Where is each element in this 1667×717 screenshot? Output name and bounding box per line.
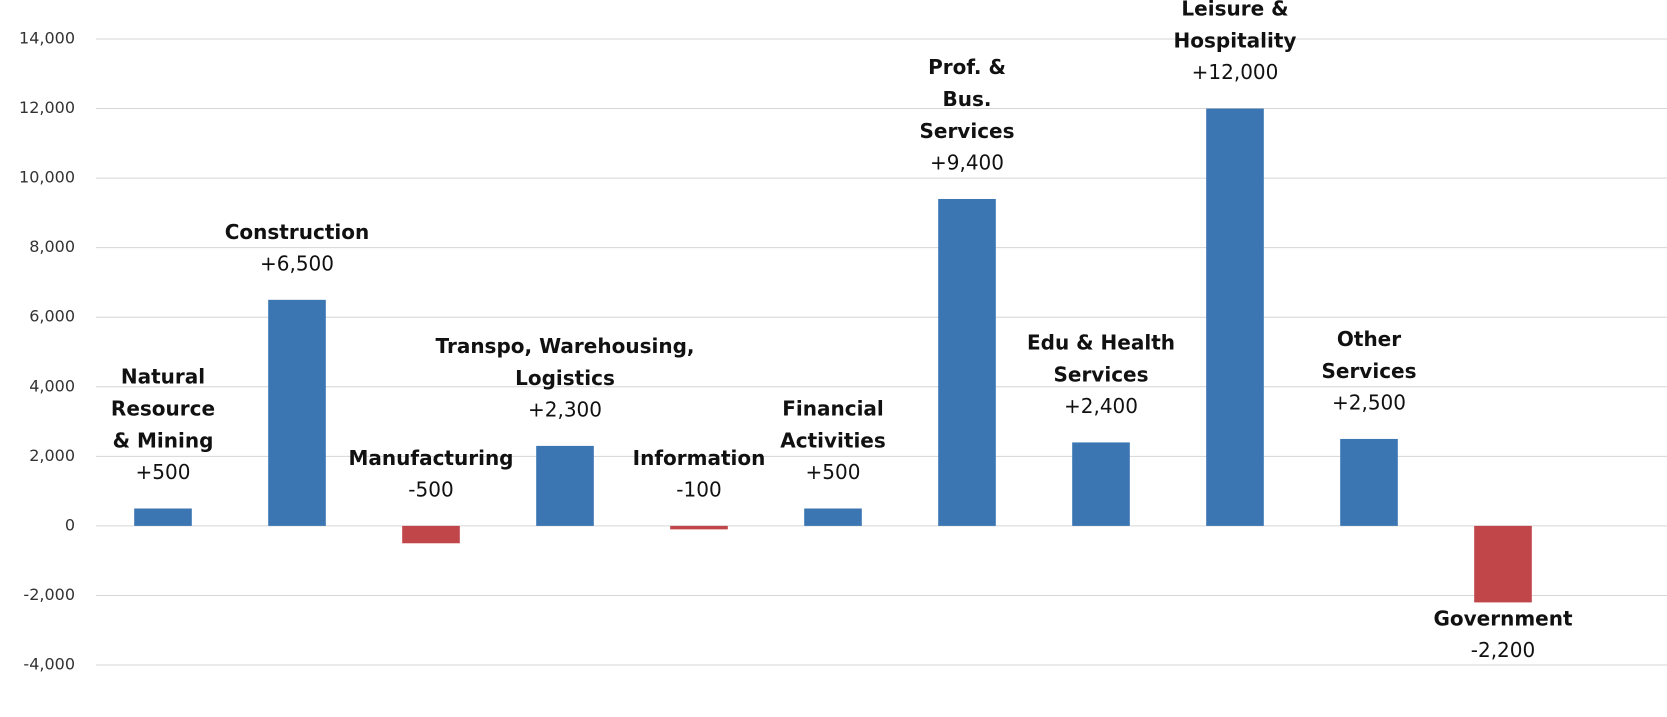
value-label: -100 bbox=[676, 477, 721, 501]
bar bbox=[536, 445, 594, 526]
bar bbox=[938, 198, 996, 526]
bar bbox=[1206, 108, 1264, 526]
y-tick-label: 0 bbox=[65, 515, 75, 534]
category-label: Prof. & Bus. Services bbox=[919, 54, 1014, 142]
category-label: Financial Activities bbox=[780, 396, 886, 452]
bar bbox=[1072, 442, 1130, 526]
value-label: +2,500 bbox=[1332, 390, 1406, 414]
category-label: Leisure & Hospitality bbox=[1174, 0, 1297, 52]
category-label: Information bbox=[633, 445, 766, 469]
bar bbox=[670, 525, 728, 530]
category-label: Manufacturing bbox=[349, 445, 514, 469]
category-label: Transpo, Warehousing, Logistics bbox=[436, 333, 695, 389]
category-label: Construction bbox=[225, 219, 369, 243]
y-tick-label: 14,000 bbox=[19, 29, 75, 48]
y-tick-label: 8,000 bbox=[29, 237, 75, 256]
value-label: +2,300 bbox=[528, 397, 602, 421]
value-label: +500 bbox=[136, 460, 191, 484]
category-label: Natural Resource & Mining bbox=[111, 364, 215, 452]
value-label: +2,400 bbox=[1064, 394, 1138, 418]
bar bbox=[402, 525, 460, 544]
value-label: +12,000 bbox=[1192, 60, 1279, 84]
bar bbox=[1340, 438, 1398, 526]
y-tick-label: 12,000 bbox=[19, 98, 75, 117]
value-label: +9,400 bbox=[930, 150, 1004, 174]
bar bbox=[134, 508, 192, 526]
y-tick-label: 6,000 bbox=[29, 307, 75, 326]
category-label: Other Services bbox=[1321, 326, 1416, 382]
y-tick-label: 4,000 bbox=[29, 376, 75, 395]
value-label: +500 bbox=[806, 460, 861, 484]
y-tick-label: 2,000 bbox=[29, 446, 75, 465]
bar bbox=[268, 299, 326, 526]
category-label: Edu & Health Services bbox=[1027, 330, 1175, 386]
category-label: Government bbox=[1433, 606, 1573, 630]
value-label: +6,500 bbox=[260, 251, 334, 275]
value-label: -500 bbox=[408, 477, 453, 501]
bar bbox=[1474, 525, 1532, 603]
y-tick-label: -4,000 bbox=[23, 655, 75, 674]
y-tick-label: -2,000 bbox=[23, 585, 75, 604]
value-label: -2,200 bbox=[1471, 638, 1535, 662]
bar bbox=[804, 508, 862, 526]
y-tick-label: 10,000 bbox=[19, 168, 75, 187]
